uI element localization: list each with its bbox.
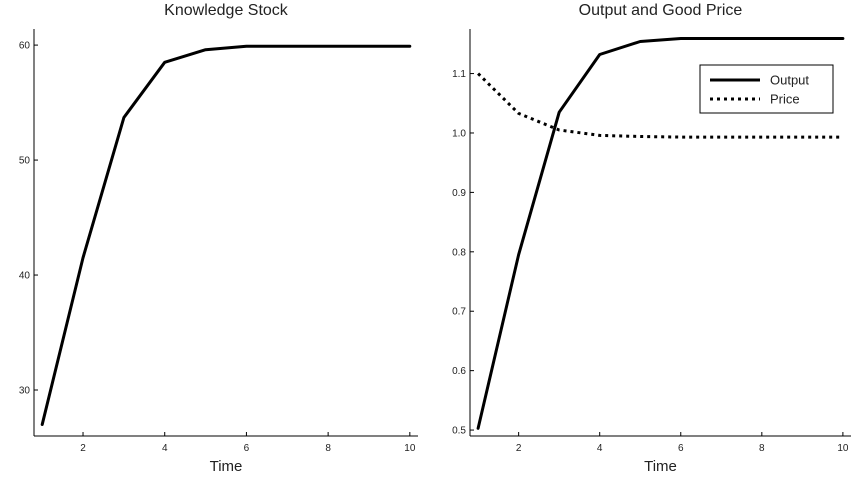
- chart-title: Knowledge Stock: [164, 2, 289, 19]
- y-tick-label: 0.6: [452, 366, 466, 377]
- x-tick-label: 8: [325, 443, 331, 454]
- chart-title: Output and Good Price: [579, 2, 743, 19]
- x-tick-label: 4: [597, 443, 603, 454]
- y-tick-label: 40: [19, 271, 31, 282]
- series-line-price: [477, 72, 843, 139]
- x-tick-label: 2: [516, 443, 522, 454]
- x-tick-label: 10: [837, 443, 849, 454]
- x-tick-label: 10: [404, 443, 416, 454]
- x-tick-label: 4: [162, 443, 168, 454]
- legend-label-price: Price: [770, 92, 800, 107]
- x-tick-label: 8: [759, 443, 765, 454]
- y-tick-label: 60: [19, 41, 31, 52]
- x-tick-label: 2: [80, 443, 86, 454]
- y-tick-label: 0.5: [452, 426, 466, 437]
- knowledge-stock-panel: Knowledge Stock 2 4 6 8 10 30 40 50 60 Time: [19, 2, 418, 475]
- x-axis-label: Time: [210, 458, 243, 475]
- x-tick-label: 6: [678, 443, 684, 454]
- y-tick-label: 50: [19, 156, 31, 167]
- output-price-panel: Output and Good Price 2 4 6 8 10 0.5 0.6 0.7 0.8 0…: [452, 2, 851, 475]
- series-line-knowledge-stock: [40, 44, 412, 426]
- x-axis-label: Time: [644, 458, 677, 475]
- legend-label-output: Output: [770, 73, 809, 88]
- y-tick-label: 30: [19, 386, 31, 397]
- y-tick-label: 1.0: [452, 128, 466, 139]
- y-tick-label: 0.9: [452, 188, 466, 199]
- y-tick-label: 0.7: [452, 307, 466, 318]
- legend-box: [699, 64, 834, 114]
- y-tick-label: 1.1: [452, 69, 466, 80]
- series-line-output: [476, 37, 845, 430]
- x-tick-label: 6: [244, 443, 250, 454]
- y-tick-label: 0.8: [452, 247, 466, 258]
